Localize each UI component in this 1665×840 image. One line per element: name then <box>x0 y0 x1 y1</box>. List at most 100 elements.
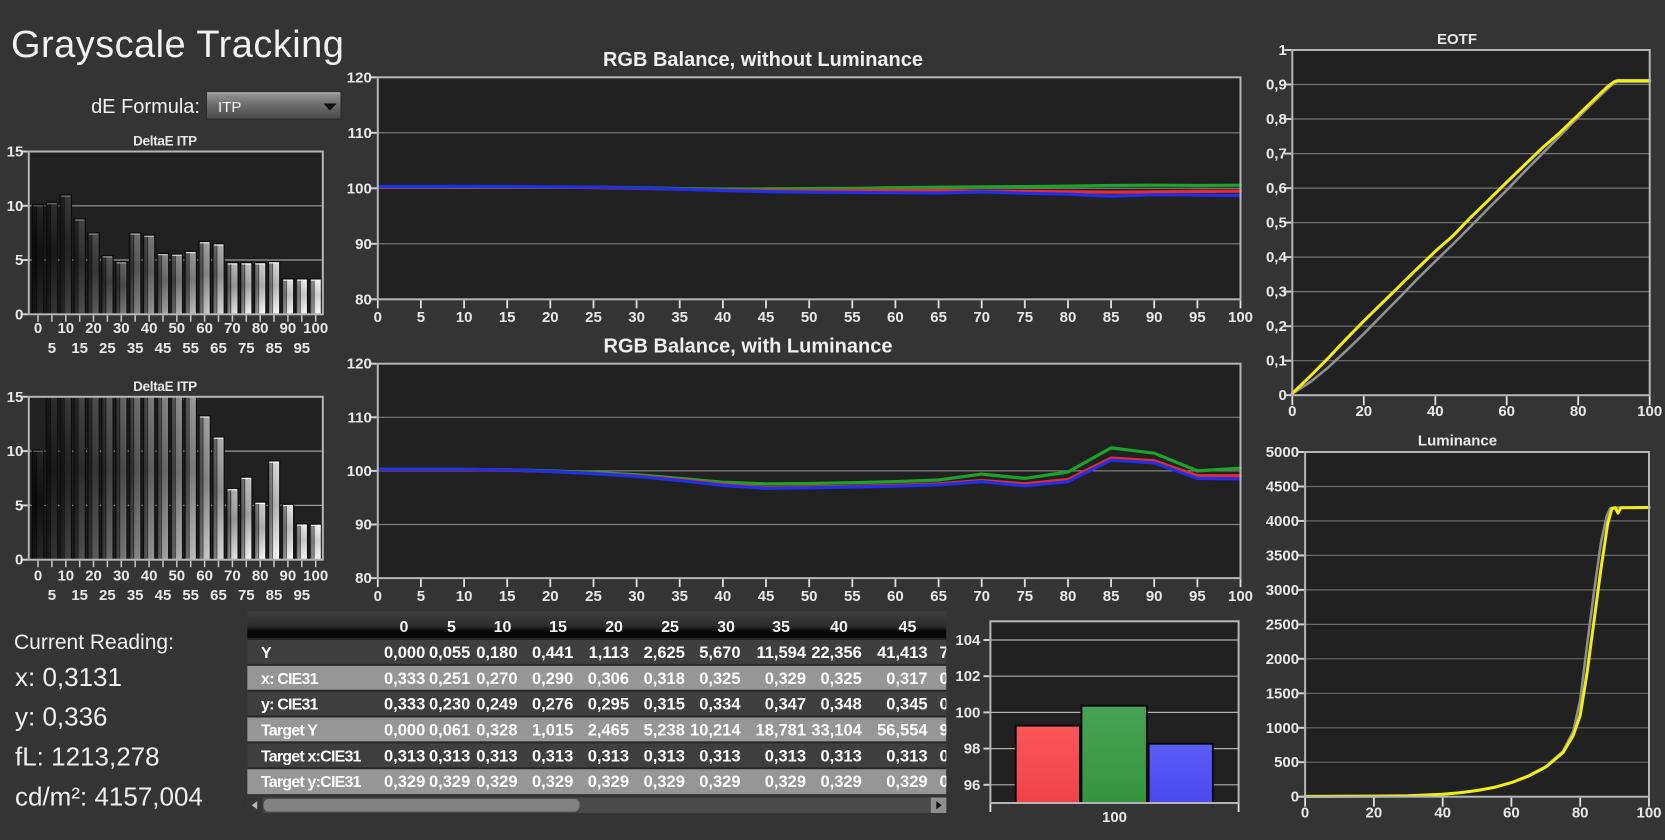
svg-text:90: 90 <box>355 517 372 534</box>
svg-text:70: 70 <box>224 568 241 585</box>
svg-text:0,270: 0,270 <box>476 670 517 688</box>
svg-text:98: 98 <box>964 741 981 758</box>
svg-text:100: 100 <box>1102 809 1127 826</box>
svg-text:0,313: 0,313 <box>886 747 927 765</box>
svg-text:0,313: 0,313 <box>588 747 629 765</box>
svg-text:5: 5 <box>417 588 425 605</box>
svg-text:90: 90 <box>1146 309 1163 326</box>
svg-text:30: 30 <box>628 588 645 605</box>
svg-text:25: 25 <box>661 619 679 636</box>
svg-text:85: 85 <box>266 340 283 357</box>
svg-text:Target y:CIE31: Target y:CIE31 <box>261 774 362 791</box>
svg-text:0,055: 0,055 <box>429 644 470 662</box>
svg-text:85: 85 <box>266 587 283 604</box>
svg-text:0,6: 0,6 <box>1266 180 1287 197</box>
svg-text:cd/m²: 4157,004: cd/m²: 4157,004 <box>15 782 203 812</box>
svg-text:15: 15 <box>71 340 88 357</box>
svg-text:10,214: 10,214 <box>690 722 741 740</box>
svg-text:1,113: 1,113 <box>589 644 629 662</box>
svg-text:5: 5 <box>48 340 56 357</box>
svg-text:0,306: 0,306 <box>588 670 629 688</box>
svg-text:90: 90 <box>1146 588 1163 605</box>
svg-text:0,1: 0,1 <box>1266 353 1287 370</box>
svg-text:0: 0 <box>34 320 42 337</box>
svg-text:55: 55 <box>182 587 199 604</box>
svg-text:3500: 3500 <box>1266 547 1299 564</box>
svg-text:60: 60 <box>196 568 213 585</box>
svg-text:Target Y: Target Y <box>261 723 318 740</box>
svg-text:20: 20 <box>542 309 559 326</box>
svg-text:10: 10 <box>57 568 74 585</box>
svg-text:80: 80 <box>355 291 372 308</box>
svg-text:33,104: 33,104 <box>811 722 862 740</box>
svg-text:40: 40 <box>1427 403 1444 420</box>
svg-text:0,441: 0,441 <box>532 644 573 662</box>
svg-text:0: 0 <box>1288 403 1296 420</box>
svg-text:35: 35 <box>772 619 790 636</box>
svg-text:0,313: 0,313 <box>821 747 862 765</box>
svg-text:10: 10 <box>57 320 74 337</box>
svg-text:11,594: 11,594 <box>756 644 806 662</box>
svg-text:0,230: 0,230 <box>429 696 470 714</box>
svg-text:0,334: 0,334 <box>699 696 741 714</box>
svg-text:0,313: 0,313 <box>644 747 685 765</box>
svg-text:0,7: 0,7 <box>1266 146 1287 163</box>
svg-text:y: 0,336: y: 0,336 <box>15 702 108 732</box>
svg-text:80: 80 <box>1572 805 1589 822</box>
svg-text:92,463: 92,463 <box>940 722 990 740</box>
svg-text:5000: 5000 <box>1266 444 1299 461</box>
svg-text:5: 5 <box>15 252 23 269</box>
svg-text:Grayscale Tracking: Grayscale Tracking <box>11 24 344 66</box>
svg-text:35: 35 <box>127 587 144 604</box>
svg-text:35: 35 <box>671 309 688 326</box>
svg-text:65: 65 <box>930 588 947 605</box>
svg-text:0,329: 0,329 <box>765 670 806 688</box>
svg-text:90: 90 <box>280 568 297 585</box>
svg-text:55: 55 <box>182 340 199 357</box>
svg-text:45: 45 <box>758 309 775 326</box>
svg-text:0: 0 <box>374 309 382 326</box>
svg-text:0: 0 <box>15 552 23 569</box>
svg-text:10: 10 <box>494 619 512 636</box>
svg-text:0: 0 <box>374 588 382 605</box>
svg-text:20: 20 <box>605 619 623 636</box>
svg-text:20: 20 <box>85 320 102 337</box>
svg-text:RGB Balance, with Luminance: RGB Balance, with Luminance <box>604 336 893 358</box>
svg-text:65: 65 <box>210 587 227 604</box>
svg-text:50: 50 <box>168 320 185 337</box>
svg-text:95: 95 <box>1189 588 1206 605</box>
svg-text:20: 20 <box>542 588 559 605</box>
svg-text:25: 25 <box>585 309 602 326</box>
svg-text:2000: 2000 <box>1266 651 1299 668</box>
svg-text:45: 45 <box>899 619 917 636</box>
svg-text:0,3166: 0,3166 <box>940 670 990 688</box>
svg-text:15: 15 <box>7 144 24 161</box>
svg-text:80: 80 <box>1060 588 1077 605</box>
svg-text:85: 85 <box>1103 588 1120 605</box>
svg-text:Y: Y <box>261 645 272 662</box>
svg-text:5: 5 <box>48 587 56 604</box>
svg-text:10: 10 <box>456 309 473 326</box>
svg-text:4500: 4500 <box>1266 479 1299 496</box>
svg-text:Current Reading:: Current Reading: <box>14 631 174 654</box>
svg-text:30: 30 <box>628 309 645 326</box>
svg-text:10: 10 <box>7 198 24 215</box>
svg-text:71,426: 71,426 <box>940 644 990 662</box>
svg-text:55: 55 <box>844 309 861 326</box>
svg-text:5,238: 5,238 <box>644 722 685 740</box>
svg-text:Luminance: Luminance <box>1418 433 1497 450</box>
svg-text:35: 35 <box>127 340 144 357</box>
svg-text:0,313: 0,313 <box>765 747 806 765</box>
svg-text:45: 45 <box>155 587 172 604</box>
svg-text:0,329: 0,329 <box>588 773 629 791</box>
svg-text:0,313: 0,313 <box>429 747 470 765</box>
svg-text:45: 45 <box>758 588 775 605</box>
svg-text:110: 110 <box>348 125 372 142</box>
svg-text:0,333: 0,333 <box>384 670 425 688</box>
svg-text:0,315: 0,315 <box>644 696 685 714</box>
svg-text:25: 25 <box>585 588 602 605</box>
svg-text:18,781: 18,781 <box>756 722 806 740</box>
svg-text:40: 40 <box>1434 805 1451 822</box>
svg-text:80: 80 <box>1060 309 1077 326</box>
